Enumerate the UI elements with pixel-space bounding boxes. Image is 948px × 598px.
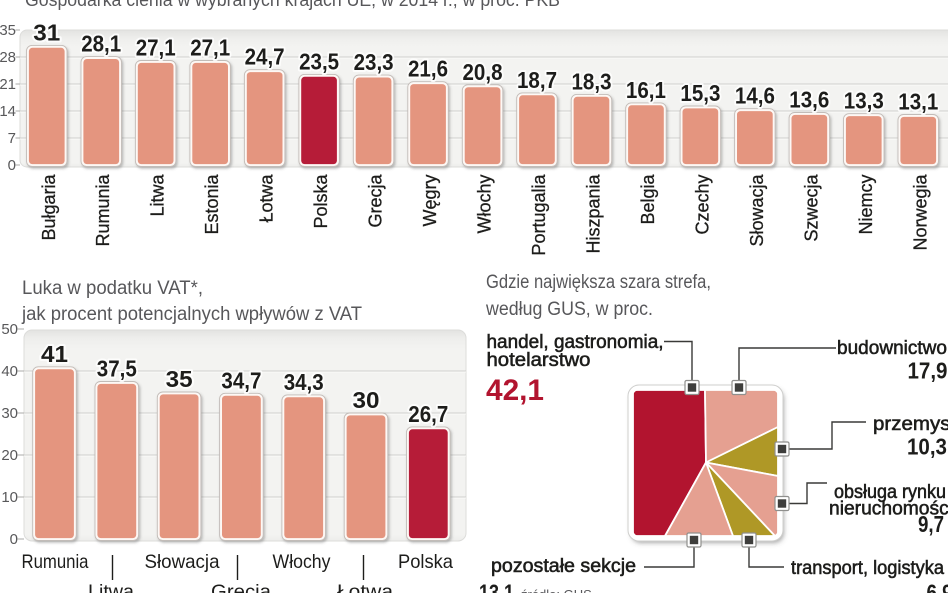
svg-text:według GUS, w proc.: według GUS, w proc. — [485, 299, 653, 320]
svg-text:Litwa: Litwa — [88, 581, 134, 593]
svg-text:21,6: 21,6 — [408, 56, 448, 82]
svg-text:Łotwa: Łotwa — [257, 174, 277, 223]
svg-text:Włochy: Włochy — [273, 551, 331, 573]
svg-text:35: 35 — [0, 22, 16, 39]
svg-text:26,7: 26,7 — [408, 401, 448, 427]
svg-text:Łotwa: Łotwa — [337, 581, 393, 593]
svg-text:27,1: 27,1 — [136, 35, 176, 61]
svg-text:7: 7 — [8, 130, 16, 147]
svg-text:20,8: 20,8 — [463, 59, 503, 85]
svg-text:Bułgaria: Bułgaria — [39, 174, 59, 241]
svg-text:Szwecja: Szwecja — [801, 174, 821, 242]
svg-text:Polska: Polska — [398, 551, 453, 573]
svg-text:budownictwo: budownictwo — [837, 338, 947, 359]
svg-text:21: 21 — [0, 76, 16, 93]
svg-text:Czechy: Czechy — [692, 175, 712, 235]
svg-text:15,3: 15,3 — [680, 80, 720, 106]
svg-text:Niemcy: Niemcy — [856, 175, 876, 235]
svg-text:Polska: Polska — [311, 174, 331, 229]
svg-text:9,7: 9,7 — [918, 511, 944, 537]
svg-text:przemysł: przemysł — [873, 414, 948, 435]
svg-text:23,5: 23,5 — [299, 48, 339, 74]
svg-text:Gospodarka cienia w wybranych: Gospodarka cienia w wybranych krajach UE… — [25, 0, 560, 10]
svg-text:Luka w podatku VAT*,: Luka w podatku VAT*, — [22, 278, 203, 299]
svg-text:0: 0 — [10, 531, 18, 548]
svg-text:23,3: 23,3 — [354, 49, 394, 75]
svg-text:Słowacja: Słowacja — [747, 174, 767, 247]
svg-text:Hiszpania: Hiszpania — [584, 174, 604, 254]
svg-text:20: 20 — [1, 447, 18, 464]
svg-text:6,9: 6,9 — [927, 580, 948, 594]
svg-text:hotelarstwo: hotelarstwo — [487, 350, 591, 371]
svg-text:Rumunia: Rumunia — [93, 174, 113, 247]
svg-text:40: 40 — [1, 363, 18, 380]
svg-text:Litwa: Litwa — [148, 174, 168, 217]
svg-text:42,1: 42,1 — [486, 374, 544, 407]
svg-text:17,9: 17,9 — [908, 358, 948, 384]
svg-text:10,3: 10,3 — [907, 434, 947, 460]
svg-text:Włochy: Włochy — [475, 175, 495, 234]
svg-text:50: 50 — [1, 321, 18, 338]
svg-text:pozostałe sekcje: pozostałe sekcje — [491, 556, 636, 577]
svg-text:Grecja: Grecja — [366, 174, 386, 228]
svg-text:0: 0 — [8, 157, 16, 174]
svg-text:Norwegia: Norwegia — [910, 174, 930, 251]
svg-text:31: 31 — [33, 19, 60, 45]
svg-text:18,7: 18,7 — [517, 67, 557, 93]
svg-text:34,3: 34,3 — [284, 369, 324, 395]
svg-text:28: 28 — [0, 49, 16, 66]
svg-text:18,3: 18,3 — [572, 68, 612, 94]
svg-text:37,5: 37,5 — [97, 356, 137, 382]
svg-text:źródło: GUS: źródło: GUS — [521, 587, 592, 593]
svg-text:30: 30 — [1, 405, 18, 422]
svg-text:Słowacja: Słowacja — [145, 551, 220, 573]
svg-text:24,7: 24,7 — [245, 44, 285, 70]
svg-text:transport, logistyka: transport, logistyka — [791, 558, 944, 579]
svg-text:14,6: 14,6 — [735, 83, 775, 109]
svg-text:34,7: 34,7 — [221, 367, 261, 393]
svg-text:28,1: 28,1 — [81, 31, 121, 57]
svg-text:35: 35 — [166, 366, 193, 392]
svg-text:Gdzie największa szara strefa,: Gdzie największa szara strefa, — [486, 272, 711, 293]
svg-text:Portugalia: Portugalia — [529, 174, 549, 256]
svg-text:16,1: 16,1 — [626, 77, 666, 103]
svg-text:Belgia: Belgia — [638, 174, 658, 225]
svg-text:Węgry: Węgry — [420, 175, 440, 227]
svg-text:Grecja: Grecja — [211, 581, 271, 593]
svg-text:13,1: 13,1 — [479, 580, 514, 594]
svg-text:14: 14 — [0, 103, 16, 120]
svg-text:30: 30 — [353, 387, 380, 413]
svg-text:Rumunia: Rumunia — [22, 551, 89, 573]
svg-text:Estonia: Estonia — [202, 174, 222, 235]
svg-text:27,1: 27,1 — [190, 35, 230, 61]
svg-text:jak procent potencjalnych wpły: jak procent potencjalnych wpływów z VAT — [21, 304, 362, 325]
svg-text:10: 10 — [1, 489, 18, 506]
svg-text:13,3: 13,3 — [844, 88, 884, 114]
svg-text:13,1: 13,1 — [898, 89, 938, 115]
svg-text:41: 41 — [41, 341, 68, 367]
svg-text:13,6: 13,6 — [789, 87, 829, 113]
